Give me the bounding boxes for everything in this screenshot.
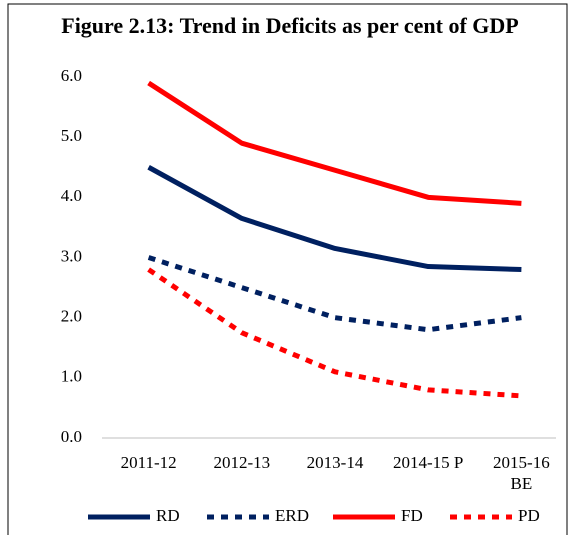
y-tick-label: 5.0: [61, 126, 82, 145]
x-tick-label: 2015-16 BE: [493, 453, 550, 493]
y-tick-label: 1.0: [61, 367, 82, 386]
series-line: [147, 267, 522, 399]
x-tick-label: 2011-12: [120, 453, 177, 472]
series-line: [147, 165, 522, 273]
x-tick-label: 2012-13: [213, 453, 271, 472]
legend-label: ERD: [275, 506, 309, 525]
frame: [7, 3, 568, 535]
legend-label: FD: [401, 506, 423, 525]
y-tick-label: 2.0: [61, 307, 82, 326]
legend-label: PD: [518, 506, 540, 525]
y-tick-label: 0.0: [61, 427, 82, 446]
y-tick-label: 4.0: [61, 186, 82, 205]
series-line: [147, 80, 522, 206]
y-tick-label: 3.0: [61, 246, 82, 265]
y-tick-label: 6.0: [61, 66, 82, 85]
legend-label: RD: [156, 506, 180, 525]
x-tick-label: 2014-15 P: [393, 453, 464, 472]
x-tick-label: 2013-14: [306, 453, 364, 472]
chart-title: Figure 2.13: Trend in Deficits as per ce…: [61, 13, 518, 38]
